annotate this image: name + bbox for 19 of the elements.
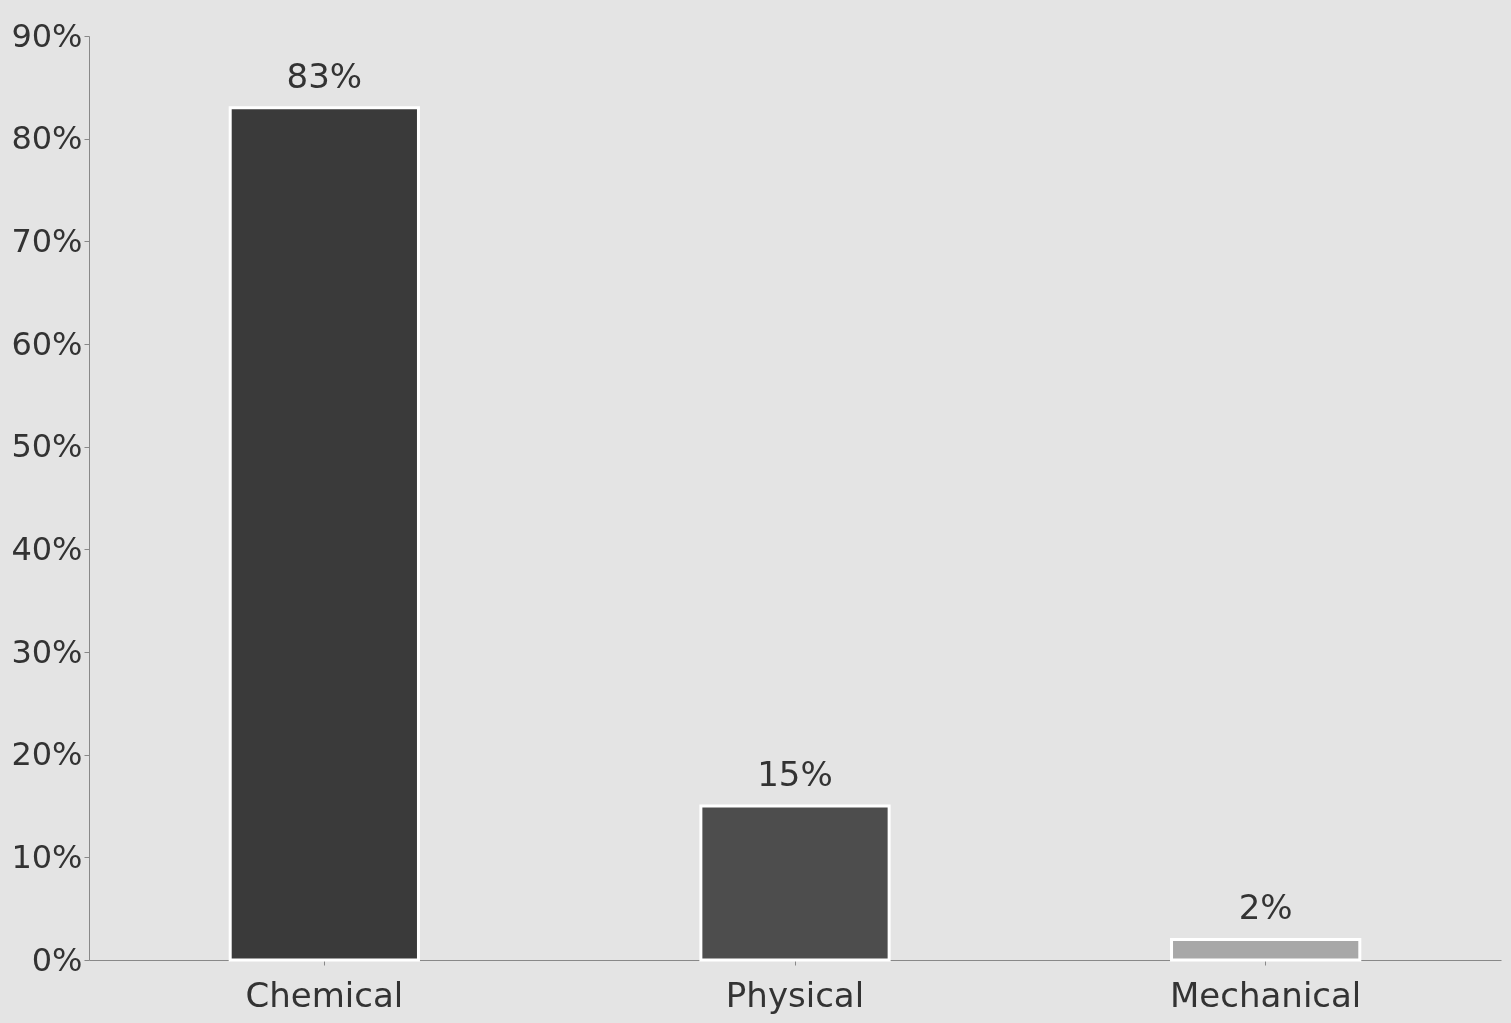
y-tick-label: 20% bbox=[11, 735, 83, 774]
data-label: 15% bbox=[757, 754, 833, 794]
data-label: 83% bbox=[286, 55, 363, 96]
y-tick-label: 60% bbox=[11, 324, 83, 363]
y-tick-label: 80% bbox=[11, 119, 83, 158]
x-tick-label: Physical bbox=[725, 974, 865, 1015]
data-label: 2% bbox=[1238, 887, 1293, 928]
bar bbox=[699, 804, 891, 962]
x-tick-label: Mechanical bbox=[1170, 974, 1362, 1015]
y-tick-label: 90% bbox=[11, 16, 83, 55]
x-tick-label: Chemical bbox=[245, 974, 404, 1015]
y-tick-label: 70% bbox=[11, 221, 83, 260]
y-tick-label: 10% bbox=[11, 837, 83, 876]
bar bbox=[1170, 937, 1362, 962]
y-tick-label: 0% bbox=[31, 940, 83, 979]
bar bbox=[228, 106, 420, 962]
y-tick-label: 40% bbox=[11, 529, 83, 568]
y-tick-label: 50% bbox=[11, 427, 83, 466]
y-tick-label: 30% bbox=[11, 632, 83, 671]
